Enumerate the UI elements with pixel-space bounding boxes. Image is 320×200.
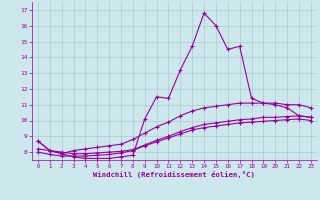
X-axis label: Windchill (Refroidissement éolien,°C): Windchill (Refroidissement éolien,°C) bbox=[93, 171, 255, 178]
